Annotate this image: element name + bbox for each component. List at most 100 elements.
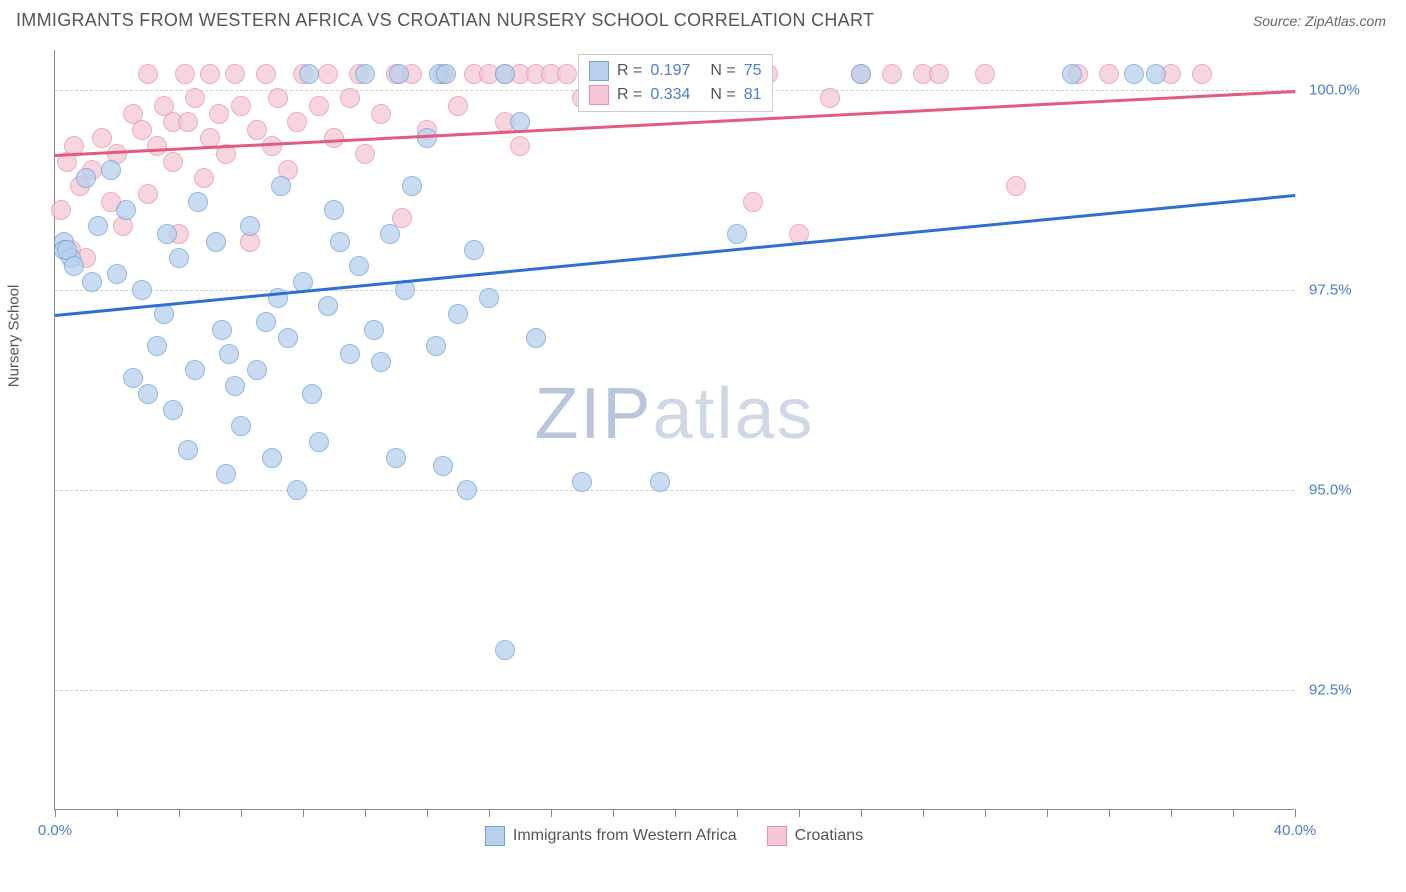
legend-n-value: 81	[744, 86, 762, 104]
scatter-point	[147, 136, 167, 156]
scatter-point	[340, 88, 360, 108]
scatter-point	[209, 104, 229, 124]
scatter-point	[116, 200, 136, 220]
scatter-point	[101, 160, 121, 180]
xtick	[861, 809, 862, 817]
xtick	[923, 809, 924, 817]
gridline	[55, 690, 1294, 691]
scatter-point	[178, 440, 198, 460]
gridline	[55, 290, 1294, 291]
scatter-point	[231, 416, 251, 436]
scatter-point	[380, 224, 400, 244]
scatter-point	[464, 240, 484, 260]
scatter-point	[330, 232, 350, 252]
bottom-legend-label: Croatians	[795, 827, 863, 845]
scatter-point	[324, 128, 344, 148]
scatter-point	[200, 64, 220, 84]
scatter-point	[526, 328, 546, 348]
xtick	[117, 809, 118, 817]
scatter-point	[495, 64, 515, 84]
scatter-point	[426, 336, 446, 356]
scatter-point	[1062, 64, 1082, 84]
ytick-label: 100.0%	[1309, 82, 1389, 99]
scatter-point	[743, 192, 763, 212]
legend-row: R = 0.334N = 81	[589, 83, 762, 107]
scatter-point	[287, 480, 307, 500]
plot-area: ZIPatlas 92.5%95.0%97.5%100.0%0.0%40.0%	[54, 50, 1294, 810]
scatter-point	[355, 64, 375, 84]
scatter-point	[247, 120, 267, 140]
scatter-point	[185, 360, 205, 380]
scatter-point	[154, 304, 174, 324]
xtick	[613, 809, 614, 817]
scatter-point	[163, 400, 183, 420]
scatter-point	[929, 64, 949, 84]
scatter-point	[76, 168, 96, 188]
xtick	[675, 809, 676, 817]
legend-swatch	[767, 826, 787, 846]
scatter-point	[216, 464, 236, 484]
xtick	[241, 809, 242, 817]
scatter-point	[163, 152, 183, 172]
scatter-point	[882, 64, 902, 84]
scatter-point	[727, 224, 747, 244]
legend-n-label: N =	[710, 62, 735, 80]
bottom-legend: Immigrants from Western AfricaCroatians	[54, 826, 1294, 846]
xtick	[1233, 809, 1234, 817]
scatter-point	[175, 64, 195, 84]
header: IMMIGRANTS FROM WESTERN AFRICA VS CROATI…	[0, 0, 1406, 39]
scatter-point	[240, 216, 260, 236]
legend-n-label: N =	[710, 86, 735, 104]
scatter-point	[107, 264, 127, 284]
scatter-point	[231, 96, 251, 116]
scatter-point	[389, 64, 409, 84]
xtick	[1295, 809, 1296, 817]
scatter-point	[299, 64, 319, 84]
legend-r-value: 0.334	[650, 86, 690, 104]
xtick	[427, 809, 428, 817]
xtick	[1171, 809, 1172, 817]
bottom-legend-item: Croatians	[767, 826, 863, 846]
scatter-point	[309, 432, 329, 452]
scatter-point	[51, 200, 71, 220]
scatter-point	[557, 64, 577, 84]
scatter-point	[371, 352, 391, 372]
gridline	[55, 490, 1294, 491]
scatter-point	[219, 344, 239, 364]
scatter-point	[402, 176, 422, 196]
scatter-point	[287, 112, 307, 132]
xtick	[179, 809, 180, 817]
xtick	[55, 809, 56, 817]
scatter-point	[386, 448, 406, 468]
watermark: ZIPatlas	[534, 373, 814, 455]
xtick	[303, 809, 304, 817]
scatter-point	[650, 472, 670, 492]
scatter-point	[169, 248, 189, 268]
ytick-label: 97.5%	[1309, 282, 1389, 299]
scatter-point	[185, 88, 205, 108]
scatter-point	[262, 448, 282, 468]
xtick	[985, 809, 986, 817]
scatter-point	[225, 64, 245, 84]
y-axis-label: Nursery School	[6, 285, 23, 388]
xtick	[1047, 809, 1048, 817]
ytick-label: 95.0%	[1309, 482, 1389, 499]
scatter-point	[138, 184, 158, 204]
scatter-point	[457, 480, 477, 500]
scatter-point	[1099, 64, 1119, 84]
scatter-point	[448, 304, 468, 324]
scatter-point	[324, 200, 344, 220]
scatter-point	[318, 64, 338, 84]
scatter-point	[436, 64, 456, 84]
legend-row: R = 0.197N = 75	[589, 59, 762, 83]
scatter-point	[495, 640, 515, 660]
legend-swatch	[589, 85, 609, 105]
legend-n-value: 75	[744, 62, 762, 80]
scatter-point	[278, 328, 298, 348]
trend-line	[55, 194, 1295, 316]
scatter-point	[256, 64, 276, 84]
xtick	[365, 809, 366, 817]
scatter-point	[355, 144, 375, 164]
chart-container: ZIPatlas 92.5%95.0%97.5%100.0%0.0%40.0% …	[54, 50, 1294, 810]
scatter-point	[340, 344, 360, 364]
